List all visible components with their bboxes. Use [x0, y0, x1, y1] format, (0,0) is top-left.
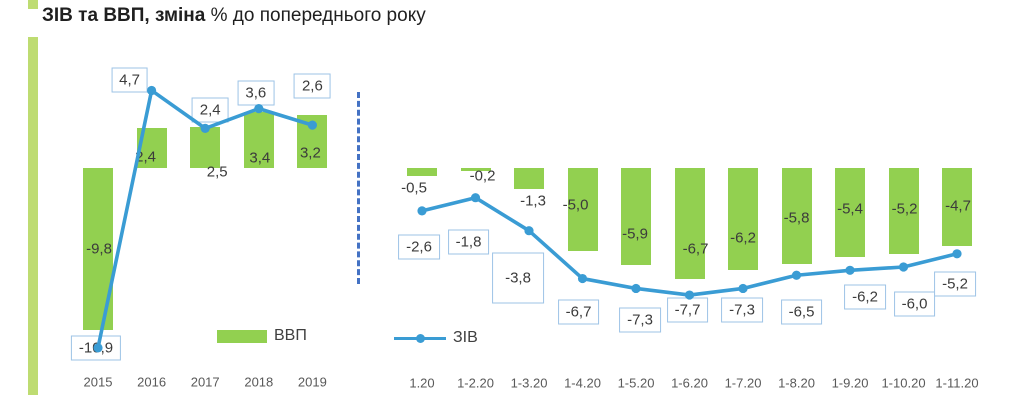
x-axis-label: 2016	[137, 374, 167, 390]
vvp-value-label: 2,4	[135, 148, 157, 166]
ziv-value-box: 2,6	[293, 73, 331, 99]
ziv-value-box: -7,7	[666, 297, 709, 323]
accent-top-square	[28, 0, 38, 9]
legend-vvp-label: ВВП	[274, 327, 307, 344]
vvp-value-label: -5,2	[891, 200, 918, 218]
x-axis-label: 1-4.20	[564, 375, 601, 391]
ziv-value-box: -3,8	[492, 252, 544, 304]
line-point	[791, 270, 802, 280]
ziv-value-box: -6,2	[844, 284, 886, 310]
vvp-value-label: -1,3	[520, 192, 546, 210]
x-axis-label: 1-9.20	[831, 375, 869, 391]
chart-title-regular: % до попереднього року	[205, 5, 426, 26]
ziv-value-box: -7,3	[619, 307, 661, 333]
x-axis-label: 2015	[83, 374, 113, 390]
vvp-value-label: -9,8	[86, 240, 112, 258]
ziv-value-box: -6,5	[780, 299, 823, 325]
x-axis-label: 1-5.20	[617, 375, 655, 391]
line-point	[577, 273, 588, 284]
ziv-value-box: -6,7	[557, 299, 600, 325]
line-point	[147, 85, 157, 96]
x-axis-label: 1-7.20	[724, 375, 762, 391]
x-axis-label: 2017	[190, 374, 220, 390]
ziv-value-box: -5,2	[934, 271, 976, 297]
chart-title-bold: ЗІВ та ВВП, зміна	[42, 5, 206, 26]
vvp-value-label: -5,8	[783, 209, 810, 227]
vvp-bar	[621, 168, 651, 266]
ziv-value-box: -1,8	[447, 229, 490, 255]
vvp-bar	[460, 168, 491, 172]
ziv-line-swatch-icon	[394, 332, 446, 345]
vvp-value-label: -5,9	[622, 225, 648, 243]
ziv-value-box: 3,6	[237, 80, 275, 106]
vvp-bar-swatch-icon	[217, 329, 267, 343]
vvp-bar	[728, 168, 758, 271]
ziv-value-box: -7,3	[721, 297, 763, 323]
x-axis-label: 1-8.20	[778, 375, 815, 391]
vvp-value-label: -4,7	[945, 197, 971, 215]
x-axis-label: 1-2.20	[457, 375, 494, 391]
accent-left-bar	[28, 37, 38, 395]
ziv-value-box: -10,9	[70, 335, 122, 361]
vvp-bar	[674, 168, 705, 279]
vvp-bar	[514, 168, 544, 190]
vvp-bar	[190, 126, 221, 168]
line-point	[952, 249, 962, 259]
panel-divider-dashed-line	[357, 92, 360, 284]
vvp-value-label: 2,5	[206, 163, 228, 181]
vvp-value-label: 3,4	[249, 149, 271, 167]
x-axis-label: 1-3.20	[510, 375, 548, 391]
ziv-value-box: -2,6	[398, 234, 440, 260]
line-point	[898, 262, 909, 272]
chart-title: ЗІВ та ВВП, зміна % до попереднього року	[42, 5, 426, 27]
legend-vvp: ВВП	[217, 327, 307, 345]
x-axis-label: 2019	[297, 374, 327, 390]
legend-ziv: ЗІВ	[394, 329, 478, 347]
line-point	[738, 283, 748, 294]
x-axis-label: 2018	[244, 374, 274, 390]
vvp-bar	[407, 168, 437, 177]
vvp-value-label: -5,0	[562, 196, 589, 214]
vvp-value-label: 3,2	[299, 144, 321, 162]
vvp-value-label: -6,2	[730, 229, 756, 247]
vvp-value-label: -0,2	[469, 167, 496, 185]
line-point	[524, 226, 534, 236]
line-point	[845, 265, 855, 275]
x-axis-label: 1.20	[409, 375, 435, 391]
vvp-value-label: -5,4	[837, 200, 863, 218]
x-axis-label: 1-10.20	[881, 375, 926, 391]
ziv-value-box: 4,7	[111, 67, 149, 93]
ziv-value-box: -6,0	[893, 291, 936, 317]
line-point	[631, 283, 641, 294]
vvp-value-label: -6,7	[682, 240, 709, 258]
vvp-value-label: -0,5	[401, 179, 427, 197]
line-point	[470, 193, 481, 203]
ziv-value-box: 2,4	[191, 97, 229, 123]
legend-ziv-label: ЗІВ	[453, 329, 478, 346]
x-axis-label: 1-11.20	[935, 375, 979, 391]
line-point	[417, 206, 427, 216]
x-axis-label: 1-6.20	[671, 375, 708, 391]
